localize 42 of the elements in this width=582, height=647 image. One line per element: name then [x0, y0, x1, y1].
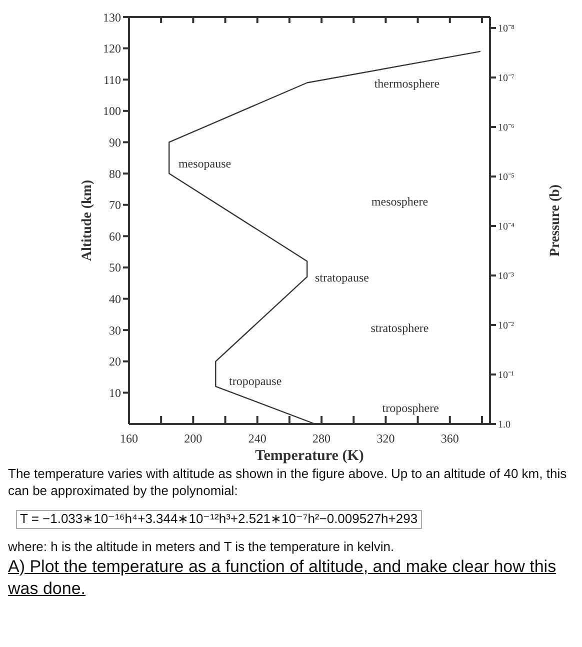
annotation: tropopause [229, 374, 282, 388]
annotation: mesosphere [371, 194, 428, 208]
y-tick-label: 10 [109, 386, 121, 400]
y2-tick-label: 10⁻⁴ [498, 222, 515, 233]
y-tick-label: 80 [109, 166, 121, 181]
annotation: stratosphere [370, 321, 429, 336]
y-tick-label: 130 [103, 10, 121, 24]
y2-tick-label: 10⁻¹ [498, 370, 514, 382]
y-tick-label: 70 [109, 198, 121, 212]
y-tick-label: 40 [109, 292, 121, 306]
y-tick-label: 30 [109, 323, 121, 338]
y-tick-label: 100 [103, 104, 121, 118]
y-tick-label: 20 [109, 354, 121, 369]
x-tick-label: 240 [248, 432, 266, 446]
x-axis-title: Temperature (K) [255, 448, 364, 464]
annotation: stratopause [315, 270, 369, 284]
annotation: troposphere [382, 401, 439, 416]
x-tick-label: 200 [184, 432, 202, 446]
x-tick-label: 160 [120, 432, 138, 446]
annotation: thermosphere [374, 76, 440, 90]
y-tick-label: 120 [103, 42, 121, 56]
y2-tick-label: 10⁻⁶ [498, 122, 515, 134]
y2-tick-label: 10⁻⁵ [498, 172, 514, 184]
x-tick-label: 280 [312, 432, 331, 446]
text: The temperature varies with altitude as shown in the figure above. Up to an altitude of 40 km, this can be approximated by the polynomial: [8, 466, 567, 498]
y2-tick-label: 10⁻⁸ [498, 24, 515, 35]
y2-tick-label: 10⁻³ [498, 271, 514, 282]
y2-tick-label: 10⁻⁷ [498, 73, 515, 84]
annotation: mesopause [178, 156, 232, 170]
text: where: h is the altitude in meters and T is the temperature in kelvin. [8, 538, 394, 554]
y-tick-label: 50 [109, 260, 121, 275]
y-tick-label: 110 [103, 72, 121, 87]
y-tick-label: 90 [109, 135, 121, 150]
x-tick-label: 360 [440, 432, 459, 446]
x-tick-label: 320 [376, 432, 395, 446]
text: A) Plot the temperature as a function of altitude, and make clear how this was done. [8, 556, 556, 598]
y2-tick-label: 10⁻² [498, 320, 514, 332]
y2-tick-label: 1.0 [498, 420, 510, 431]
y-tick-label: 60 [109, 229, 121, 244]
y2-axis-title: Pressure (b) [548, 184, 563, 257]
text: T = −1.033∗10⁻¹⁶h⁴+3.344∗10⁻¹²h³+2.521∗10⁻⁷h²−0.009527h+293 [16, 510, 422, 529]
y-axis-title: Altitude (km) [80, 180, 95, 262]
